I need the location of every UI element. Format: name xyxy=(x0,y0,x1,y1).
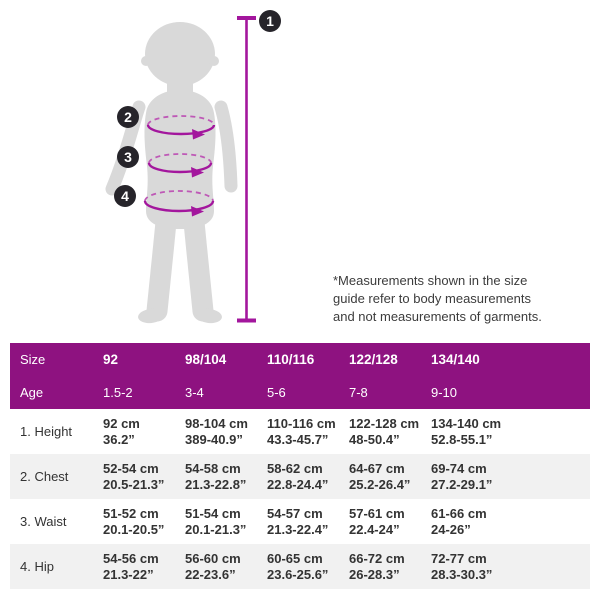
table-header-size-row: Size 92 98/104 110/116 122/128 134/140 xyxy=(10,343,590,376)
size-value: 92 xyxy=(103,352,119,367)
table-row-chest: 2. Chest 52-54 cm 20.5-21.3” 54-58 cm 21.3… xyxy=(10,454,590,499)
table-cell: 61-66 cm 24-26” xyxy=(431,505,487,537)
table-cell: 51-52 cm 20.1-20.5” xyxy=(103,505,165,537)
table-cell: 51-54 cm 20.1-21.3” xyxy=(185,505,247,537)
measurement-note: *Measurements shown in the size guide re… xyxy=(333,272,573,326)
marker-2-chest: 2 xyxy=(117,106,139,128)
table-cell: 54-56 cm 21.3-22” xyxy=(103,550,159,582)
table-cell: 69-74 cm 27.2-29.1” xyxy=(431,460,493,492)
table-row-hip: 4. Hip 54-56 cm 21.3-22” 56-60 cm 22-23.6”… xyxy=(10,544,590,589)
chest-measure-band xyxy=(146,115,216,140)
table-cell: 56-60 cm 22-23.6” xyxy=(185,550,241,582)
table-cell: 92 cm 36.2” xyxy=(103,415,140,447)
table-row-waist: 3. Waist 51-52 cm 20.1-20.5” 51-54 cm 20.1… xyxy=(10,499,590,544)
table-cell: 58-62 cm 22.8-24.4” xyxy=(267,460,329,492)
table-cell: 64-67 cm 25.2-26.4” xyxy=(349,460,411,492)
note-line: *Measurements shown in the size xyxy=(333,273,528,288)
svg-text:2: 2 xyxy=(124,109,132,125)
table-row-height: 1. Height 92 cm 36.2” 98-104 cm 389-40.9” … xyxy=(10,409,590,454)
row-label: 2. Chest xyxy=(20,469,69,484)
child-silhouette xyxy=(105,22,238,324)
size-value: 110/116 xyxy=(267,352,315,367)
waist-measure-band xyxy=(147,153,213,178)
size-value: 122/128 xyxy=(349,352,398,367)
age-value: 7-8 xyxy=(349,385,368,400)
marker-3-waist: 3 xyxy=(117,146,139,168)
svg-text:1: 1 xyxy=(266,13,274,29)
size-guide-table: Size 92 98/104 110/116 122/128 134/140 A… xyxy=(10,343,590,589)
marker-4-hip: 4 xyxy=(114,185,136,207)
size-value: 98/104 xyxy=(185,352,227,367)
table-cell: 72-77 cm 28.3-30.3” xyxy=(431,550,493,582)
note-line: and not measurements of garments. xyxy=(333,309,542,324)
table-cell: 54-57 cm 21.3-22.4” xyxy=(267,505,329,537)
hip-measure-band xyxy=(143,190,215,217)
table-cell: 54-58 cm 21.3-22.8” xyxy=(185,460,247,492)
row-label: 4. Hip xyxy=(20,559,54,574)
marker-1-height: 1 xyxy=(259,10,281,32)
age-value: 1.5-2 xyxy=(103,385,133,400)
height-measure-line xyxy=(237,16,256,323)
table-header-age-row: Age 1.5-2 3-4 5-6 7-8 9-10 xyxy=(10,376,590,409)
table-cell: 134-140 cm 52.8-55.1” xyxy=(431,415,502,447)
svg-text:4: 4 xyxy=(121,188,129,204)
table-cell: 98-104 cm 389-40.9” xyxy=(185,415,248,447)
row-label: 1. Height xyxy=(20,424,73,439)
table-cell: 66-72 cm 26-28.3” xyxy=(349,550,405,582)
age-value: 5-6 xyxy=(267,385,286,400)
age-header-label: Age xyxy=(20,385,44,400)
age-value: 3-4 xyxy=(185,385,204,400)
row-label: 3. Waist xyxy=(20,514,67,529)
size-value: 134/140 xyxy=(431,352,480,367)
table-cell: 110-116 cm 43.3-45.7” xyxy=(267,415,336,447)
table-cell: 60-65 cm 23.6-25.6” xyxy=(267,550,329,582)
body-measurement-diagram: 1 2 3 4 xyxy=(105,10,281,324)
note-line: guide refer to body measurements xyxy=(333,291,531,306)
svg-text:3: 3 xyxy=(124,149,132,165)
size-header-label: Size xyxy=(20,352,46,367)
age-value: 9-10 xyxy=(431,385,458,400)
table-cell: 122-128 cm 48-50.4” xyxy=(349,415,420,447)
table-cell: 52-54 cm 20.5-21.3” xyxy=(103,460,165,492)
table-cell: 57-61 cm 22.4-24” xyxy=(349,505,405,537)
